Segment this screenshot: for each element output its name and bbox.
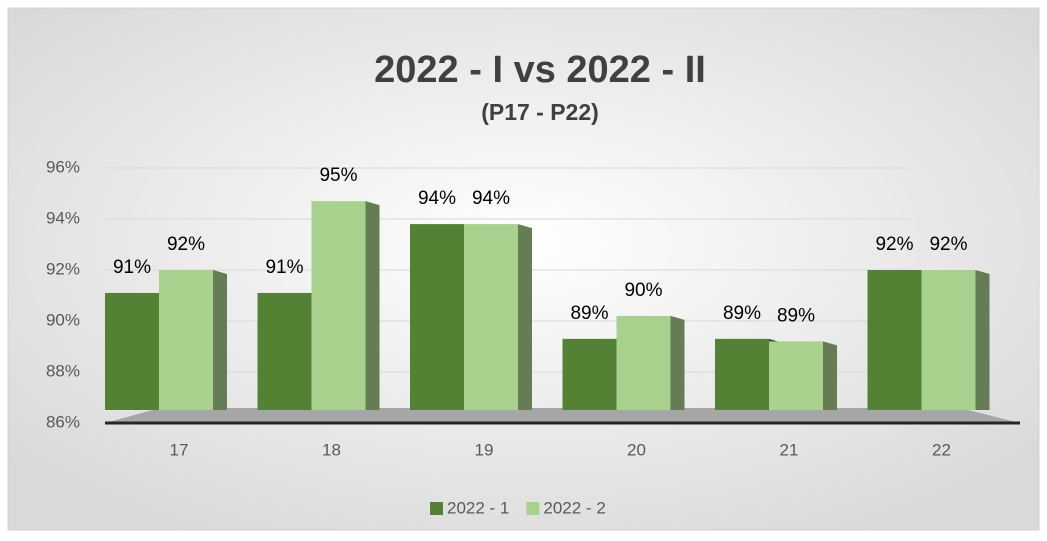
bar-side xyxy=(518,224,532,410)
bar xyxy=(105,292,159,410)
x-tick-label: 22 xyxy=(932,440,951,459)
value-label: 92% xyxy=(167,234,205,255)
value-label: 89% xyxy=(723,303,761,324)
legend-label: 2022 - 1 xyxy=(447,498,509,517)
y-tick-label: 96% xyxy=(46,157,80,176)
legend-label: 2022 - 2 xyxy=(543,498,605,517)
value-label: 94% xyxy=(418,188,456,209)
bar xyxy=(410,224,464,410)
bar xyxy=(769,341,823,410)
bar-side xyxy=(823,341,837,410)
chart-title: 2022 - I vs 2022 - II xyxy=(374,49,706,91)
x-tick-label: 19 xyxy=(475,440,494,459)
bar-side xyxy=(365,201,380,410)
value-label: 91% xyxy=(113,257,151,278)
x-tick-label: 21 xyxy=(780,440,799,459)
value-label: 89% xyxy=(777,305,815,326)
y-tick-label: 92% xyxy=(46,259,80,278)
bar xyxy=(921,270,976,410)
bar xyxy=(715,338,769,410)
legend-swatch xyxy=(430,502,443,515)
bar xyxy=(562,338,617,410)
value-label: 91% xyxy=(265,257,303,278)
bar-side xyxy=(670,315,685,410)
bar xyxy=(257,292,312,410)
bar-side xyxy=(213,270,227,410)
value-label: 89% xyxy=(570,303,608,324)
value-label: 92% xyxy=(929,234,967,255)
y-tick-label: 86% xyxy=(46,412,80,431)
legend-swatch xyxy=(526,502,540,515)
bar xyxy=(311,201,366,410)
value-label: 90% xyxy=(624,280,662,301)
x-tick-label: 17 xyxy=(170,440,189,459)
floor xyxy=(105,408,1020,423)
bar xyxy=(867,270,922,410)
y-tick-label: 94% xyxy=(46,208,80,227)
value-label: 94% xyxy=(472,188,510,209)
y-tick-label: 90% xyxy=(46,310,80,329)
bar-side xyxy=(975,270,990,410)
y-tick-label: 88% xyxy=(46,361,80,380)
bar xyxy=(616,315,671,410)
value-label: 92% xyxy=(875,234,913,255)
x-tick-label: 20 xyxy=(627,440,646,459)
chart-subtitle: (P17 - P22) xyxy=(481,99,599,125)
x-tick-label: 18 xyxy=(322,440,341,459)
value-label: 95% xyxy=(319,165,357,186)
bar xyxy=(159,270,213,410)
bar xyxy=(464,224,518,410)
